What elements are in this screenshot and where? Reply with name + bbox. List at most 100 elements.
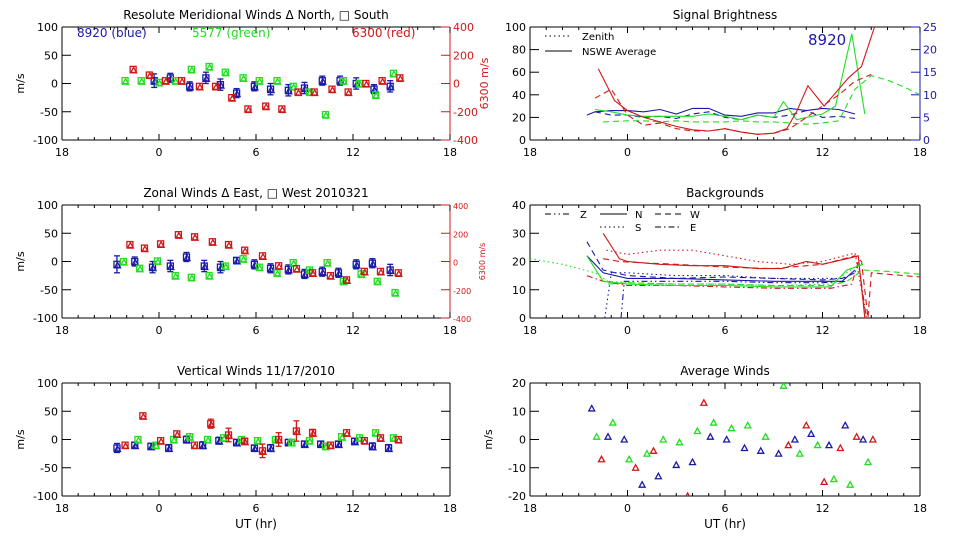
data-point-5577 xyxy=(761,432,770,440)
y-axis-label: m/s xyxy=(14,73,27,93)
data-point-triangle-5577 xyxy=(338,433,347,441)
y-axis-label: m/s xyxy=(14,429,27,449)
y-tick-label-right: 15 xyxy=(923,66,937,79)
data-point-8920 xyxy=(672,460,681,469)
y-tick-label: 20 xyxy=(512,111,526,124)
data-point-6300 xyxy=(784,440,793,449)
data-point-8920 xyxy=(807,429,816,437)
x-tick-label: 0 xyxy=(156,146,163,159)
data-point-triangle-6300 xyxy=(360,437,369,445)
data-point-triangle-8920 xyxy=(266,444,276,453)
series-line-red-n xyxy=(602,233,866,318)
data-point-triangle-6300 xyxy=(140,244,150,253)
data-point-triangle-6300 xyxy=(292,427,302,436)
data-point-5577 xyxy=(813,440,822,449)
data-point-triangle-5577 xyxy=(287,438,297,447)
data-point-triangle-8920 xyxy=(266,85,276,94)
data-point-triangle-6300 xyxy=(224,241,234,249)
series-line-green-n xyxy=(586,255,864,288)
data-point-triangle-5577 xyxy=(321,111,331,119)
data-point-triangle-5577 xyxy=(221,262,230,271)
y-axis-label-right: 6300 m/s xyxy=(478,243,487,281)
data-point-triangle-8920 xyxy=(131,258,140,266)
data-point-triangle-6300 xyxy=(394,269,403,277)
x-tick-label: 12 xyxy=(346,502,360,515)
data-point-triangle-6300 xyxy=(208,238,217,246)
data-point-5577 xyxy=(863,457,873,466)
data-point-6300 xyxy=(631,463,640,471)
y-tick-label: 10 xyxy=(512,284,526,297)
data-point-triangle-6300 xyxy=(173,430,182,438)
plot-area xyxy=(587,383,877,496)
y-tick-label: -100 xyxy=(33,134,58,147)
data-point-5577 xyxy=(727,423,736,432)
y-tick-label: 0 xyxy=(51,256,58,269)
data-point-triangle-5577 xyxy=(171,272,180,280)
y-tick-label: 0 xyxy=(519,434,526,447)
x-tick-label: 18 xyxy=(55,502,69,515)
y-tick-label: -50 xyxy=(40,284,58,297)
y-tick-label: -10 xyxy=(508,462,526,475)
data-point-triangle-8920 xyxy=(186,82,195,91)
data-point-triangle-6300 xyxy=(139,412,148,420)
data-point-triangle-6300 xyxy=(195,82,205,91)
x-tick-label: 6 xyxy=(253,146,260,159)
data-point-triangle-6300 xyxy=(310,88,319,97)
y-tick-label: 50 xyxy=(44,405,58,418)
legend-label: Zenith xyxy=(582,32,614,43)
plot-area xyxy=(530,233,920,318)
x-tick-label: 6 xyxy=(722,324,729,337)
data-point-triangle-5577 xyxy=(205,63,214,71)
y-axis-label: m/s xyxy=(14,251,27,271)
data-point-triangle-8920 xyxy=(384,444,394,453)
data-point-triangle-6300 xyxy=(244,105,253,114)
data-point-8920 xyxy=(706,432,715,440)
series-line-red-e xyxy=(586,261,867,318)
data-point-triangle-6300 xyxy=(275,262,284,270)
data-point-triangle-8920 xyxy=(284,266,293,274)
y-tick-label: -50 xyxy=(40,462,58,475)
data-point-triangle-5577 xyxy=(323,259,332,267)
data-point-triangle-6300 xyxy=(376,268,386,276)
y-tick-label: -100 xyxy=(33,490,58,503)
data-point-triangle-8920 xyxy=(165,444,174,453)
x-tick-label: 18 xyxy=(913,324,927,337)
data-point-triangle-6300 xyxy=(292,265,302,273)
data-point-triangle-8920 xyxy=(368,259,377,268)
data-point-6300 xyxy=(597,454,606,463)
data-point-triangle-5577 xyxy=(153,257,162,266)
data-point-5577 xyxy=(625,454,634,463)
x-axis-label: UT (hr) xyxy=(235,517,277,531)
series-line-5577-zenith xyxy=(603,74,920,125)
data-point-triangle-5577 xyxy=(187,273,196,282)
legend-label: NSWE Average xyxy=(582,47,656,58)
data-point-triangle-5577 xyxy=(373,277,382,286)
y-tick-label: 20 xyxy=(512,256,526,269)
data-point-triangle-6300 xyxy=(121,441,130,450)
data-point-triangle-6300 xyxy=(326,441,335,450)
data-point-6300 xyxy=(699,398,708,406)
data-point-8920 xyxy=(722,435,731,443)
data-point-6300 xyxy=(685,491,691,496)
legend-label: Z xyxy=(580,210,587,221)
data-point-triangle-6300 xyxy=(211,82,221,91)
y-tick-label: 80 xyxy=(512,44,526,57)
data-point-5577 xyxy=(743,421,752,429)
x-axis-label: UT (hr) xyxy=(704,517,746,531)
data-point-6300 xyxy=(836,443,845,452)
plot-area xyxy=(121,62,405,119)
data-point-5577 xyxy=(846,480,855,488)
data-point-triangle-5577 xyxy=(171,77,180,85)
y-tick-label-right: 200 xyxy=(453,230,468,239)
data-point-8920 xyxy=(688,457,697,466)
data-point-triangle-6300 xyxy=(378,77,387,85)
data-point-triangle-5577 xyxy=(255,77,264,85)
data-point-triangle-6300 xyxy=(326,272,335,280)
data-point-triangle-5577 xyxy=(239,74,248,82)
data-point-triangle-6300 xyxy=(190,233,200,241)
data-point-triangle-8920 xyxy=(113,260,122,269)
chart-title: Resolute Meridional Winds Δ North, □ Sou… xyxy=(123,8,389,22)
x-tick-label: 12 xyxy=(346,146,360,159)
y-tick-label: 50 xyxy=(44,49,58,62)
